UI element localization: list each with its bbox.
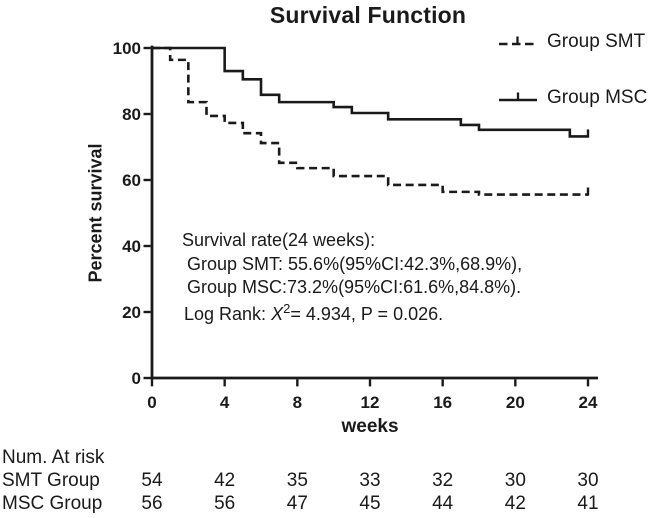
- log-rank-suffix: = 4.934, P = 0.026.: [290, 303, 444, 324]
- annotation-smt-rate: Group SMT: 55.6%(95%CI:42.3%,68.9%),: [187, 253, 523, 274]
- legend-entry-msc: Group MSC: [497, 87, 647, 109]
- annotation-survival-rate: Survival rate(24 weeks):: [182, 230, 376, 250]
- chi-symbol: X: [271, 303, 284, 324]
- risk-value: 56: [141, 493, 163, 514]
- y-tick-label: 20: [122, 303, 141, 322]
- y-tick-label: 60: [122, 171, 141, 190]
- solid-line-censor-icon: [499, 92, 537, 102]
- y-tick-label: 100: [112, 39, 141, 58]
- risk-value: 33: [359, 470, 381, 491]
- risk-table-title: Num. At risk: [2, 447, 105, 468]
- risk-value: 42: [214, 470, 236, 491]
- risk-value: 30: [577, 470, 599, 491]
- risk-value: 44: [432, 493, 454, 514]
- risk-value: 35: [286, 470, 308, 491]
- log-rank-prefix: Log Rank:: [184, 303, 272, 324]
- x-tick-label: 4: [219, 393, 230, 412]
- x-tick-label: 0: [147, 393, 157, 412]
- legend-entry-smt: Group SMT: [497, 31, 645, 53]
- risk-value: 45: [359, 493, 381, 514]
- risk-value: 41: [577, 493, 599, 514]
- risk-value: 32: [432, 470, 454, 491]
- legend-label-msc: Group MSC: [547, 87, 648, 108]
- x-tick-label: 20: [505, 393, 525, 412]
- chi-exponent: 2: [283, 300, 291, 316]
- survival-curve-msc: [152, 46, 588, 138]
- risk-value: 54: [141, 470, 163, 491]
- risk-value: 42: [504, 493, 526, 514]
- dashed-line-censor-icon: [499, 36, 537, 46]
- risk-row-label-msc: MSC Group: [2, 493, 103, 514]
- x-axis-title: weeks: [341, 416, 399, 437]
- survival-curve-smt: [152, 46, 588, 196]
- y-tick-label: 0: [131, 369, 141, 388]
- annotation-log-rank: Log Rank: X2= 4.934, P = 0.026.: [182, 300, 522, 327]
- chart-title: Survival Function: [269, 2, 467, 28]
- y-tick-label: 80: [122, 105, 141, 124]
- y-tick-label: 40: [122, 237, 141, 256]
- x-tick-label: 24: [578, 393, 598, 412]
- legend-label-smt: Group SMT: [547, 31, 646, 52]
- annotation-block: Survival rate(24 weeks): Group SMT: 55.6…: [182, 229, 522, 326]
- risk-value: 47: [286, 493, 308, 514]
- x-tick-label: 16: [433, 393, 453, 412]
- risk-value: 56: [214, 493, 236, 514]
- x-tick-label: 12: [360, 393, 380, 412]
- risk-value: 30: [504, 470, 526, 491]
- x-tick-label: 8: [292, 393, 303, 412]
- risk-row-label-smt: SMT Group: [2, 470, 100, 491]
- annotation-msc-rate: Group MSC:73.2%(95%CI:61.6%,84.8%).: [187, 277, 522, 297]
